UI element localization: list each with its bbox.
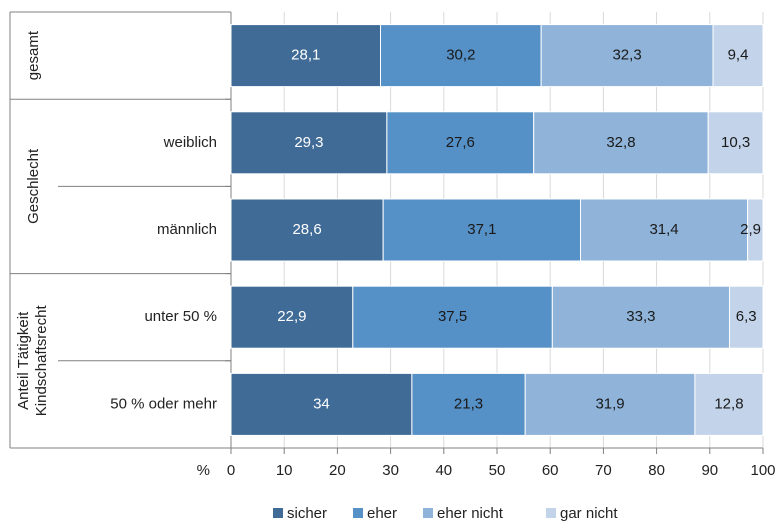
x-tick-label-10: 100 xyxy=(750,462,775,479)
bar-2-1 xyxy=(382,198,582,262)
x-tick-label-4: 40 xyxy=(435,462,452,479)
x-tick-label-9: 90 xyxy=(701,462,718,479)
bar-4-0 xyxy=(230,372,413,436)
bar-0-1 xyxy=(379,24,542,88)
legend-swatch-0 xyxy=(273,508,283,518)
bar-1-2 xyxy=(533,111,709,175)
group-label-0: gesamt xyxy=(25,30,42,80)
data-label-0-2: 32,3 xyxy=(612,47,641,64)
category-label-3: unter 50 % xyxy=(144,308,217,325)
x-tick-label-0: 0 xyxy=(227,462,235,479)
x-tick-label-2: 20 xyxy=(329,462,346,479)
bar-4-1 xyxy=(411,372,526,436)
data-label-3-0: 22,9 xyxy=(277,308,306,325)
data-label-1-3: 10,3 xyxy=(721,134,750,151)
data-label-2-0: 28,6 xyxy=(292,221,321,238)
data-label-0-3: 9,4 xyxy=(728,47,749,64)
data-label-2-2: 31,4 xyxy=(649,221,678,238)
x-tick-label-6: 60 xyxy=(542,462,559,479)
group-label-2-line-0: Anteil Tätigkeit xyxy=(15,311,32,410)
legend-swatch-1 xyxy=(353,508,363,518)
x-axis-label: % xyxy=(197,462,210,479)
data-label-4-2: 31,9 xyxy=(595,395,624,412)
data-label-4-3: 12,8 xyxy=(714,395,743,412)
x-tick-label-3: 30 xyxy=(382,462,399,479)
bar-0-3 xyxy=(712,24,764,88)
data-label-4-0: 34 xyxy=(313,395,330,412)
bar-3-1 xyxy=(352,285,553,349)
legend-swatch-2 xyxy=(423,508,433,518)
legend-swatch-3 xyxy=(546,508,556,518)
bar-2-3 xyxy=(747,198,764,262)
x-tick-label-8: 80 xyxy=(648,462,665,479)
data-label-0-0: 28,1 xyxy=(291,47,320,64)
x-tick-label-5: 50 xyxy=(489,462,506,479)
group-label-2-line-1: Kindschaftsrecht xyxy=(33,305,50,417)
bar-3-2 xyxy=(551,285,730,349)
bar-3-0 xyxy=(230,285,354,349)
data-label-3-1: 37,5 xyxy=(438,308,467,325)
data-label-1-1: 27,6 xyxy=(446,134,475,151)
bar-1-3 xyxy=(707,111,764,175)
legend-label-1: eher xyxy=(367,505,397,522)
data-label-2-3: 2,9 xyxy=(740,221,761,238)
bar-3-3 xyxy=(728,285,764,349)
data-label-3-3: 6,3 xyxy=(736,308,757,325)
group-label-1: Geschlecht xyxy=(25,148,42,224)
data-label-4-1: 21,3 xyxy=(454,395,483,412)
category-label-4: 50 % oder mehr xyxy=(110,395,217,412)
x-tick-label-7: 70 xyxy=(595,462,612,479)
data-label-0-1: 30,2 xyxy=(446,47,475,64)
data-label-1-2: 32,8 xyxy=(606,134,635,151)
bar-2-2 xyxy=(580,198,749,262)
bar-2-0 xyxy=(230,198,384,262)
bar-4-2 xyxy=(524,372,696,436)
x-tick-label-1: 10 xyxy=(276,462,293,479)
category-label-2: männlich xyxy=(157,221,217,238)
category-label-1: weiblich xyxy=(163,134,217,151)
bar-0-0 xyxy=(230,24,381,88)
legend-label-3: gar nicht xyxy=(560,505,618,522)
data-label-3-2: 33,3 xyxy=(626,308,655,325)
legend-label-0: sicher xyxy=(287,505,327,522)
bar-4-3 xyxy=(694,372,764,436)
bar-0-2 xyxy=(540,24,714,88)
bar-1-0 xyxy=(230,111,388,175)
legend-label-2: eher nicht xyxy=(437,505,504,522)
data-label-2-1: 37,1 xyxy=(467,221,496,238)
data-label-1-0: 29,3 xyxy=(294,134,323,151)
